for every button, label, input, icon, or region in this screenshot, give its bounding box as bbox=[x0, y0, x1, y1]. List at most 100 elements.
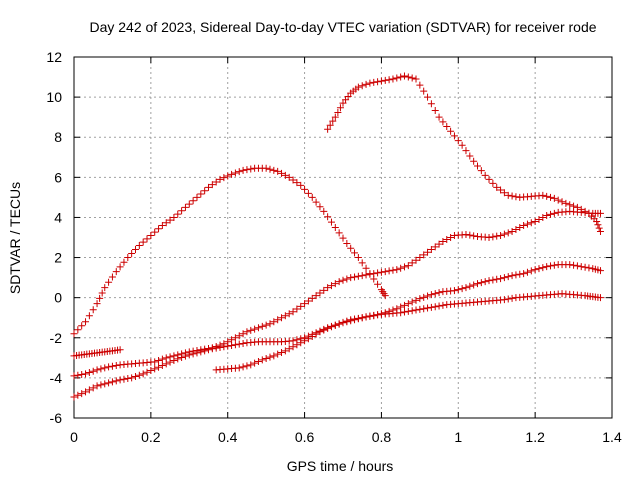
data-point bbox=[500, 274, 508, 282]
data-point bbox=[143, 235, 151, 243]
data-point bbox=[70, 372, 78, 380]
data-point bbox=[185, 200, 193, 208]
y-tick-label: 4 bbox=[54, 209, 62, 225]
data-point bbox=[89, 384, 97, 392]
data-point bbox=[70, 393, 78, 401]
data-point bbox=[239, 330, 247, 338]
data-point bbox=[170, 357, 178, 365]
data-point bbox=[155, 363, 163, 371]
data-point bbox=[412, 75, 420, 83]
data-point bbox=[366, 79, 374, 87]
data-point bbox=[385, 267, 393, 275]
data-point bbox=[312, 292, 320, 300]
data-point bbox=[228, 341, 236, 349]
data-point bbox=[508, 227, 516, 235]
data-point bbox=[497, 231, 505, 239]
data-point bbox=[274, 167, 282, 175]
data-point bbox=[362, 264, 370, 272]
data-point bbox=[377, 268, 385, 276]
data-point bbox=[289, 176, 297, 184]
data-point bbox=[520, 221, 528, 229]
data-point bbox=[324, 324, 332, 332]
data-point bbox=[354, 315, 362, 323]
data-point bbox=[493, 183, 501, 191]
data-point bbox=[504, 191, 512, 199]
data-point bbox=[570, 261, 578, 269]
data-point bbox=[193, 349, 201, 357]
data-point bbox=[105, 379, 113, 387]
data-point bbox=[231, 169, 239, 177]
data-point bbox=[235, 340, 243, 348]
data-point bbox=[231, 341, 239, 349]
data-point bbox=[351, 249, 359, 257]
data-point bbox=[427, 246, 435, 254]
data-point bbox=[439, 301, 447, 309]
data-point bbox=[351, 316, 359, 324]
data-point bbox=[439, 118, 447, 126]
data-point bbox=[285, 173, 293, 181]
data-point bbox=[266, 320, 274, 328]
data-point bbox=[435, 240, 443, 248]
data-point bbox=[285, 310, 293, 318]
data-point bbox=[500, 296, 508, 304]
data-point bbox=[500, 189, 508, 197]
data-point bbox=[254, 358, 262, 366]
data-point bbox=[116, 263, 124, 271]
data-point bbox=[112, 362, 120, 370]
data-point bbox=[170, 213, 178, 221]
data-point bbox=[128, 374, 136, 382]
data-point bbox=[270, 318, 278, 326]
x-tick-label: 0.4 bbox=[218, 429, 238, 445]
data-point bbox=[297, 339, 305, 347]
data-point bbox=[420, 305, 428, 313]
data-point bbox=[596, 294, 604, 302]
data-point bbox=[547, 210, 555, 218]
data-point bbox=[193, 193, 201, 201]
y-tick-label: 0 bbox=[54, 290, 62, 306]
data-point bbox=[351, 273, 359, 281]
data-point bbox=[439, 238, 447, 246]
data-point bbox=[336, 104, 344, 112]
data-point bbox=[404, 73, 412, 81]
data-point bbox=[581, 263, 589, 271]
data-point bbox=[212, 178, 220, 186]
data-point bbox=[174, 355, 182, 363]
data-point bbox=[420, 251, 428, 259]
data-point bbox=[308, 332, 316, 340]
series-rising-to-0 bbox=[212, 290, 604, 374]
data-point bbox=[370, 78, 378, 86]
data-point bbox=[550, 194, 558, 202]
data-point bbox=[408, 298, 416, 306]
data-point bbox=[181, 203, 189, 211]
data-point bbox=[166, 216, 174, 224]
data-point bbox=[424, 93, 432, 101]
data-point bbox=[427, 303, 435, 311]
data-point bbox=[301, 337, 309, 345]
data-point bbox=[550, 209, 558, 217]
data-point bbox=[393, 74, 401, 82]
data-point bbox=[431, 290, 439, 298]
data-point bbox=[335, 278, 343, 286]
data-point bbox=[304, 189, 312, 197]
data-point bbox=[254, 324, 262, 332]
data-point bbox=[539, 191, 547, 199]
data-point bbox=[477, 279, 485, 287]
data-point bbox=[424, 248, 432, 256]
data-point bbox=[397, 264, 405, 272]
x-tick-label: 0 bbox=[70, 429, 78, 445]
data-point bbox=[308, 294, 316, 302]
data-point bbox=[151, 365, 159, 373]
data-point bbox=[147, 231, 155, 239]
data-point bbox=[155, 357, 163, 365]
data-point bbox=[381, 76, 389, 84]
data-point bbox=[147, 367, 155, 375]
data-point bbox=[96, 294, 104, 302]
data-point bbox=[400, 301, 408, 309]
data-point bbox=[274, 316, 282, 324]
data-point bbox=[447, 127, 455, 135]
data-point bbox=[347, 274, 355, 282]
data-point bbox=[174, 210, 182, 218]
data-point bbox=[343, 318, 351, 326]
data-point bbox=[124, 375, 132, 383]
